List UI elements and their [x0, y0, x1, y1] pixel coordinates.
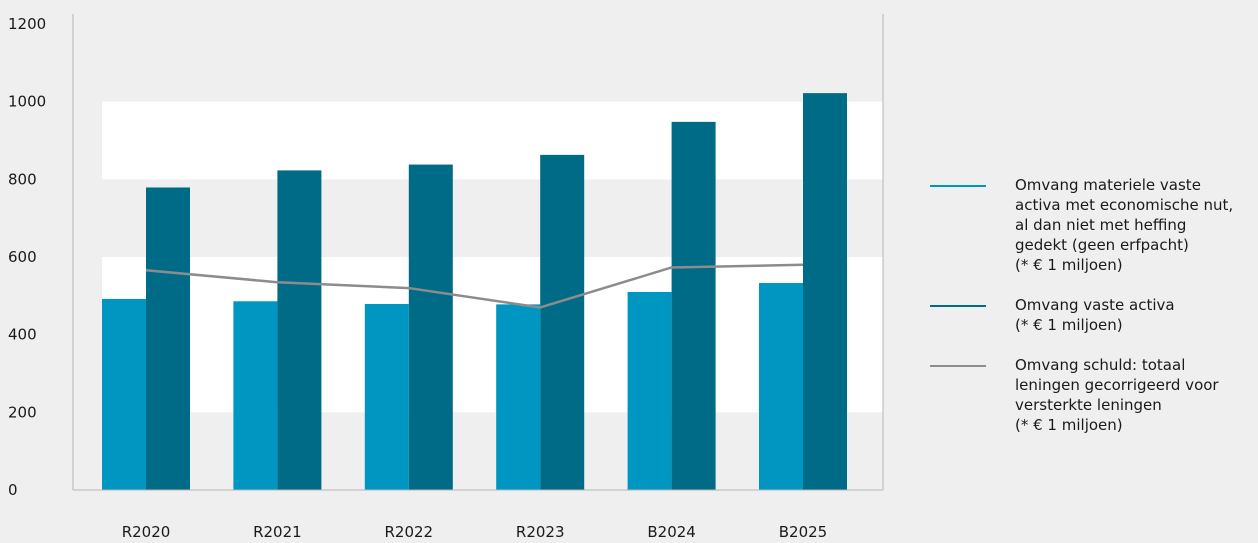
legend-label-series-3: Omvang schuld: totaal leningen gecorrige… — [1015, 356, 1219, 434]
bar-vaste-activa-r2023 — [540, 154, 585, 490]
legend-label-series-2: Omvang vaste activa (* € 1 miljoen) — [1015, 296, 1175, 334]
x-tick-label-r2020: R2020 — [122, 523, 171, 541]
grid-band — [102, 101, 883, 180]
grid-band — [102, 257, 883, 335]
legend-swatch-series-1 — [930, 185, 986, 187]
bar-vaste-activa-r2021 — [277, 170, 322, 490]
legend-label-series-1: Omvang materiele vaste activa met econom… — [1015, 176, 1234, 274]
line-omvang-schuld — [145, 263, 804, 309]
y-tick-label: 200 — [8, 403, 37, 421]
legend: Omvang materiele vaste activa met econom… — [930, 175, 1250, 455]
y-tick-labels: 0 200 400 600 800 1000 1200 — [8, 15, 46, 499]
bars — [102, 93, 847, 491]
bar-materiele-activa-b2025 — [759, 283, 803, 490]
x-tick-label-b2024: B2024 — [647, 523, 695, 541]
legend-item-series-3: Omvang schuld: totaal leningen gecorrige… — [930, 355, 1250, 435]
axes — [72, 14, 884, 491]
x-tick-label-b2025: B2025 — [779, 523, 827, 541]
y-tick-label: 600 — [8, 248, 37, 266]
legend-swatch-series-2 — [930, 305, 986, 307]
grid-bands — [102, 101, 883, 413]
bar-materiele-activa-r2021 — [233, 301, 278, 490]
bar-materiele-activa-r2020 — [102, 298, 146, 490]
bar-vaste-activa-r2020 — [146, 187, 190, 490]
bar-vaste-activa-b2025 — [803, 93, 847, 490]
legend-swatch-series-3 — [930, 365, 986, 367]
legend-item-series-2: Omvang vaste activa (* € 1 miljoen) — [930, 295, 1250, 335]
y-tick-label: 0 — [8, 481, 18, 499]
grid-band — [102, 334, 883, 413]
y-tick-label: 800 — [8, 170, 37, 188]
bar-materiele-activa-r2023 — [496, 304, 541, 490]
bar-vaste-activa-b2024 — [671, 121, 716, 491]
line-series — [145, 263, 804, 309]
x-tick-label-r2021: R2021 — [253, 523, 302, 541]
bar-materiele-activa-r2022 — [364, 303, 409, 490]
y-tick-label: 1000 — [8, 93, 46, 111]
y-tick-label: 1200 — [8, 15, 46, 33]
bar-materiele-activa-b2024 — [627, 291, 672, 490]
x-tick-label-r2023: R2023 — [516, 523, 565, 541]
bar-vaste-activa-r2022 — [408, 164, 453, 490]
x-tick-label-r2022: R2022 — [384, 523, 433, 541]
y-tick-label: 400 — [8, 326, 37, 344]
legend-item-series-1: Omvang materiele vaste activa met econom… — [930, 175, 1250, 275]
x-tick-labels: R2020 R2021 R2022 R2023 B2024 B2025 — [122, 523, 828, 541]
